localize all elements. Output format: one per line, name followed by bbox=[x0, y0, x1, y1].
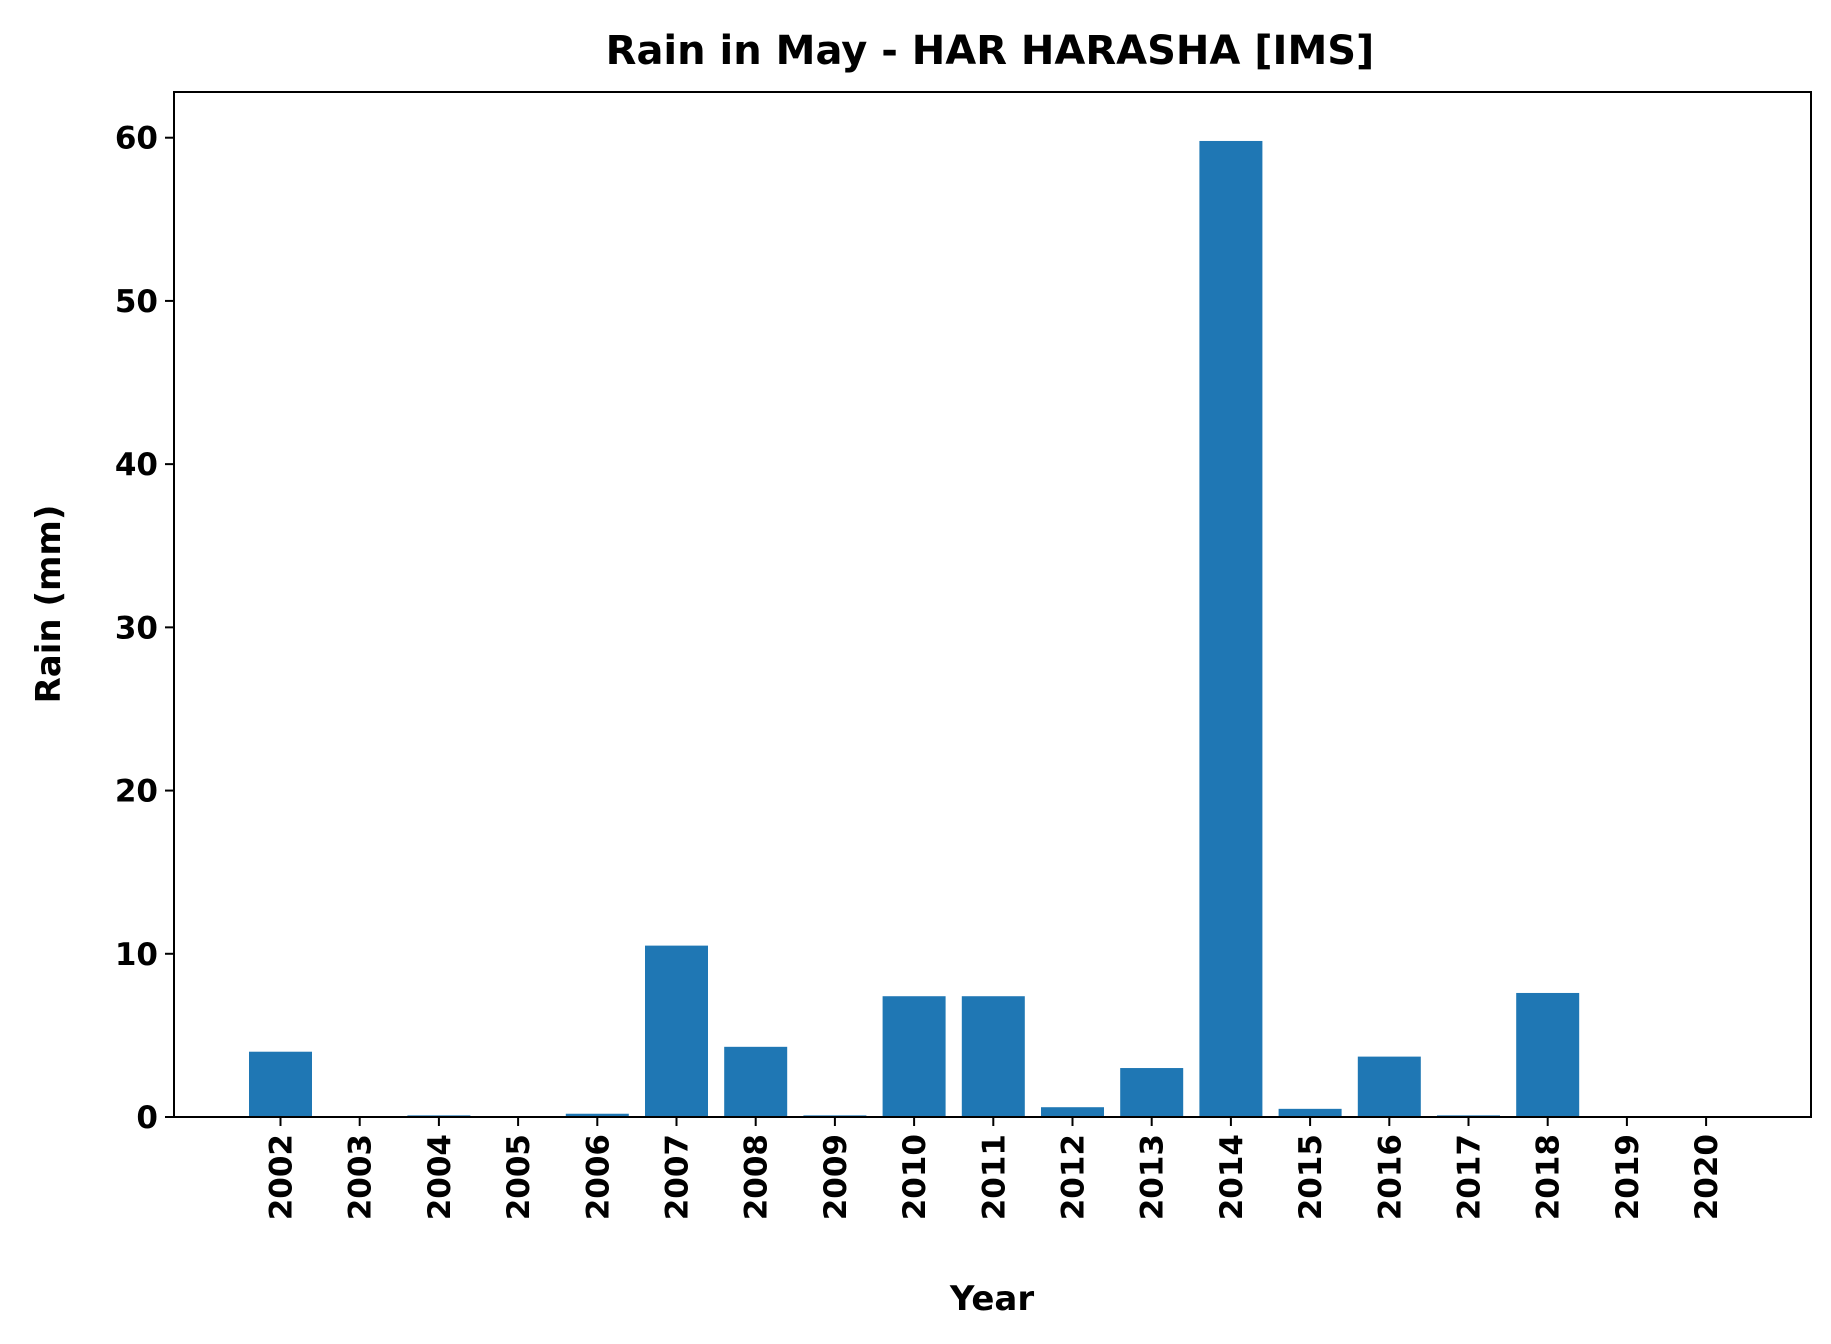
bar-2014 bbox=[1199, 140, 1263, 1117]
bar-2010 bbox=[882, 996, 946, 1117]
bar-2002 bbox=[249, 1051, 312, 1117]
y-tick-label-20: 20 bbox=[115, 774, 158, 810]
x-tick-label-2007: 2007 bbox=[660, 1134, 696, 1220]
x-tick-label-2015: 2015 bbox=[1293, 1134, 1329, 1220]
x-tick-label-2020: 2020 bbox=[1689, 1134, 1725, 1220]
x-tick-label-2009: 2009 bbox=[818, 1134, 854, 1220]
y-tick-label-60: 60 bbox=[115, 121, 158, 157]
bar-2008 bbox=[724, 1046, 788, 1117]
chart-title: Rain in May - HAR HARASHA [IMS] bbox=[606, 28, 1375, 74]
x-tick-label-2003: 2003 bbox=[343, 1134, 379, 1220]
bar-2018 bbox=[1516, 992, 1580, 1117]
x-tick-label-2018: 2018 bbox=[1531, 1134, 1567, 1220]
x-tick-label-2016: 2016 bbox=[1372, 1134, 1408, 1220]
x-tick-label-2002: 2002 bbox=[264, 1134, 300, 1220]
x-tick-label-2014: 2014 bbox=[1214, 1134, 1250, 1220]
y-tick-label-10: 10 bbox=[115, 937, 158, 973]
x-tick-label-2011: 2011 bbox=[976, 1134, 1012, 1220]
bar-2011 bbox=[961, 996, 1025, 1117]
x-tick-label-2010: 2010 bbox=[897, 1134, 933, 1220]
x-tick-label-2013: 2013 bbox=[1135, 1134, 1171, 1220]
x-tick-label-2005: 2005 bbox=[501, 1134, 537, 1220]
x-tick-label-2012: 2012 bbox=[1056, 1134, 1092, 1220]
bar-2016 bbox=[1357, 1056, 1421, 1117]
x-tick-label-2017: 2017 bbox=[1452, 1134, 1488, 1220]
y-tick-label-30: 30 bbox=[115, 610, 158, 646]
plot-area-frame bbox=[173, 91, 1812, 1118]
y-tick-label-0: 0 bbox=[136, 1100, 158, 1136]
x-tick-label-2008: 2008 bbox=[739, 1134, 775, 1220]
y-axis: 0 10 20 30 40 50 60 bbox=[115, 121, 174, 1136]
x-tick-label-2004: 2004 bbox=[422, 1134, 458, 1220]
y-tick-label-40: 40 bbox=[115, 447, 158, 483]
y-axis-label: Rain (mm) bbox=[29, 505, 69, 704]
x-axis: 2002 2003 2004 2005 2006 2007 2008 2009 2010 2011… bbox=[264, 1117, 1725, 1220]
x-tick-label-2006: 2006 bbox=[580, 1134, 616, 1220]
x-axis-label: Year bbox=[949, 1279, 1035, 1319]
bar-2012 bbox=[1041, 1107, 1104, 1117]
bar-2015 bbox=[1278, 1108, 1342, 1117]
y-tick-label-50: 50 bbox=[115, 284, 158, 320]
bar-2007 bbox=[645, 945, 708, 1117]
x-tick-label-2019: 2019 bbox=[1610, 1134, 1646, 1220]
bar-2013 bbox=[1120, 1068, 1184, 1117]
bar-2006 bbox=[565, 1113, 629, 1117]
bars-layer bbox=[249, 140, 1580, 1117]
